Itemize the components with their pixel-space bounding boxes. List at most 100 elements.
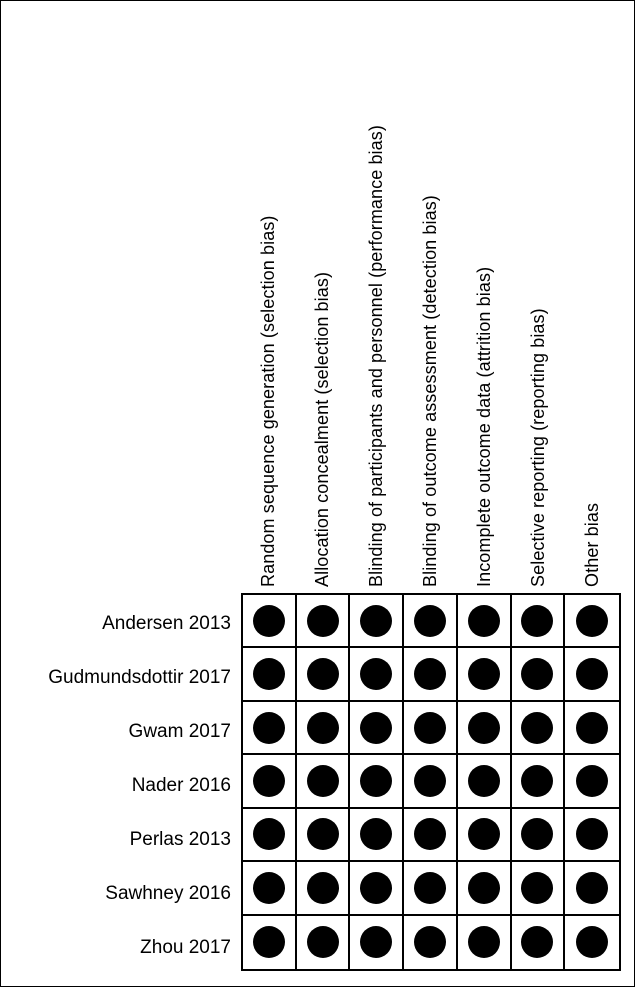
low-risk-dot [467,818,500,851]
low-risk-dot [413,926,446,959]
low-risk-dot [252,871,285,904]
low-risk-dot [306,871,339,904]
low-risk-dot [576,764,609,797]
low-risk-dot [576,711,609,744]
judgement-cell [565,809,619,863]
low-risk-dot [252,818,285,851]
study-label: Nader 2016 [131,775,231,796]
judgement-cell [243,648,297,702]
judgement-cell [243,755,297,809]
low-risk-dot [521,871,554,904]
low-risk-dot [413,658,446,691]
low-risk-dot [306,764,339,797]
low-risk-dot [467,604,500,637]
judgement-cell [457,808,512,863]
judgement-cell [404,862,458,916]
judgement-cell [350,808,405,863]
low-risk-dot [413,764,446,797]
low-risk-dot [413,604,446,637]
column-header-label: Allocation concealment (selection bias) [312,271,332,587]
low-risk-dot [521,926,554,959]
judgement-cell [296,755,351,809]
judgement-cell [296,701,351,756]
low-risk-dot [360,926,393,959]
low-risk-dot [360,711,393,744]
judgement-cell [404,595,458,649]
judgement-cell [350,862,405,916]
judgement-grid [241,593,621,971]
judgement-cell [511,808,566,863]
study-label: Perlas 2013 [129,829,231,850]
low-risk-dot [576,658,609,691]
low-risk-dot [521,764,554,797]
judgement-cell [350,648,405,702]
low-risk-dot [306,658,339,691]
low-risk-dot [360,871,393,904]
judgement-cell [457,862,512,916]
study-label: Sawhney 2016 [105,883,231,904]
low-risk-dot [467,764,500,797]
study-label: Gudmundsdottir 2017 [48,667,231,688]
low-risk-dot [252,711,285,744]
column-header-label: Random sequence generation (selection bi… [258,215,278,587]
low-risk-dot [467,711,500,744]
judgement-cell [296,648,351,702]
low-risk-dot [521,818,554,851]
low-risk-dot [306,711,339,744]
judgement-cell [512,915,566,969]
low-risk-dot [360,658,393,691]
column-header-label: Other bias [582,502,602,587]
judgement-cell [565,648,619,702]
judgement-cell [511,862,566,916]
low-risk-dot [413,871,446,904]
low-risk-dot [360,604,393,637]
judgement-cell [457,648,512,702]
low-risk-dot [306,604,339,637]
low-risk-dot [521,711,554,744]
judgement-cell [511,648,566,702]
low-risk-dot [521,658,554,691]
judgement-cell [404,701,458,756]
study-label: Andersen 2013 [102,613,231,634]
low-risk-dot [252,764,285,797]
low-risk-dot [306,926,339,959]
low-risk-dot [576,818,609,851]
low-risk-dot [467,658,500,691]
judgement-cell [350,701,405,756]
judgement-cell [565,595,619,649]
low-risk-dot [252,604,285,637]
judgement-cell [457,701,512,756]
column-header-label: Blinding of participants and personnel (… [366,125,386,587]
judgement-cell [243,595,297,649]
low-risk-dot [360,764,393,797]
judgement-cell [457,755,512,809]
judgement-cell [457,595,512,649]
judgement-cell [350,755,405,809]
judgement-cell [404,808,458,863]
judgement-cell [565,755,619,809]
judgement-cell [243,808,297,863]
judgement-cell [511,755,566,809]
low-risk-dot [576,926,609,959]
judgement-cell [404,915,458,969]
judgement-cell [296,808,351,863]
low-risk-dot [360,818,393,851]
judgement-cell [350,915,405,969]
low-risk-dot [521,604,554,637]
study-label: Gwam 2017 [128,721,231,742]
column-header-label: Selective reporting (reporting bias) [528,308,548,587]
low-risk-dot [576,604,609,637]
column-header-label: Incomplete outcome data (attrition bias) [474,266,494,587]
judgement-cell [243,862,297,916]
study-label: Zhou 2017 [140,937,231,958]
low-risk-dot [252,658,285,691]
judgement-cell [243,701,297,756]
low-risk-dot [413,711,446,744]
low-risk-dot [576,871,609,904]
judgement-cell [296,595,351,649]
judgement-cell [511,595,566,649]
judgement-cell [565,916,619,969]
low-risk-dot [467,871,500,904]
judgement-cell [243,915,297,969]
